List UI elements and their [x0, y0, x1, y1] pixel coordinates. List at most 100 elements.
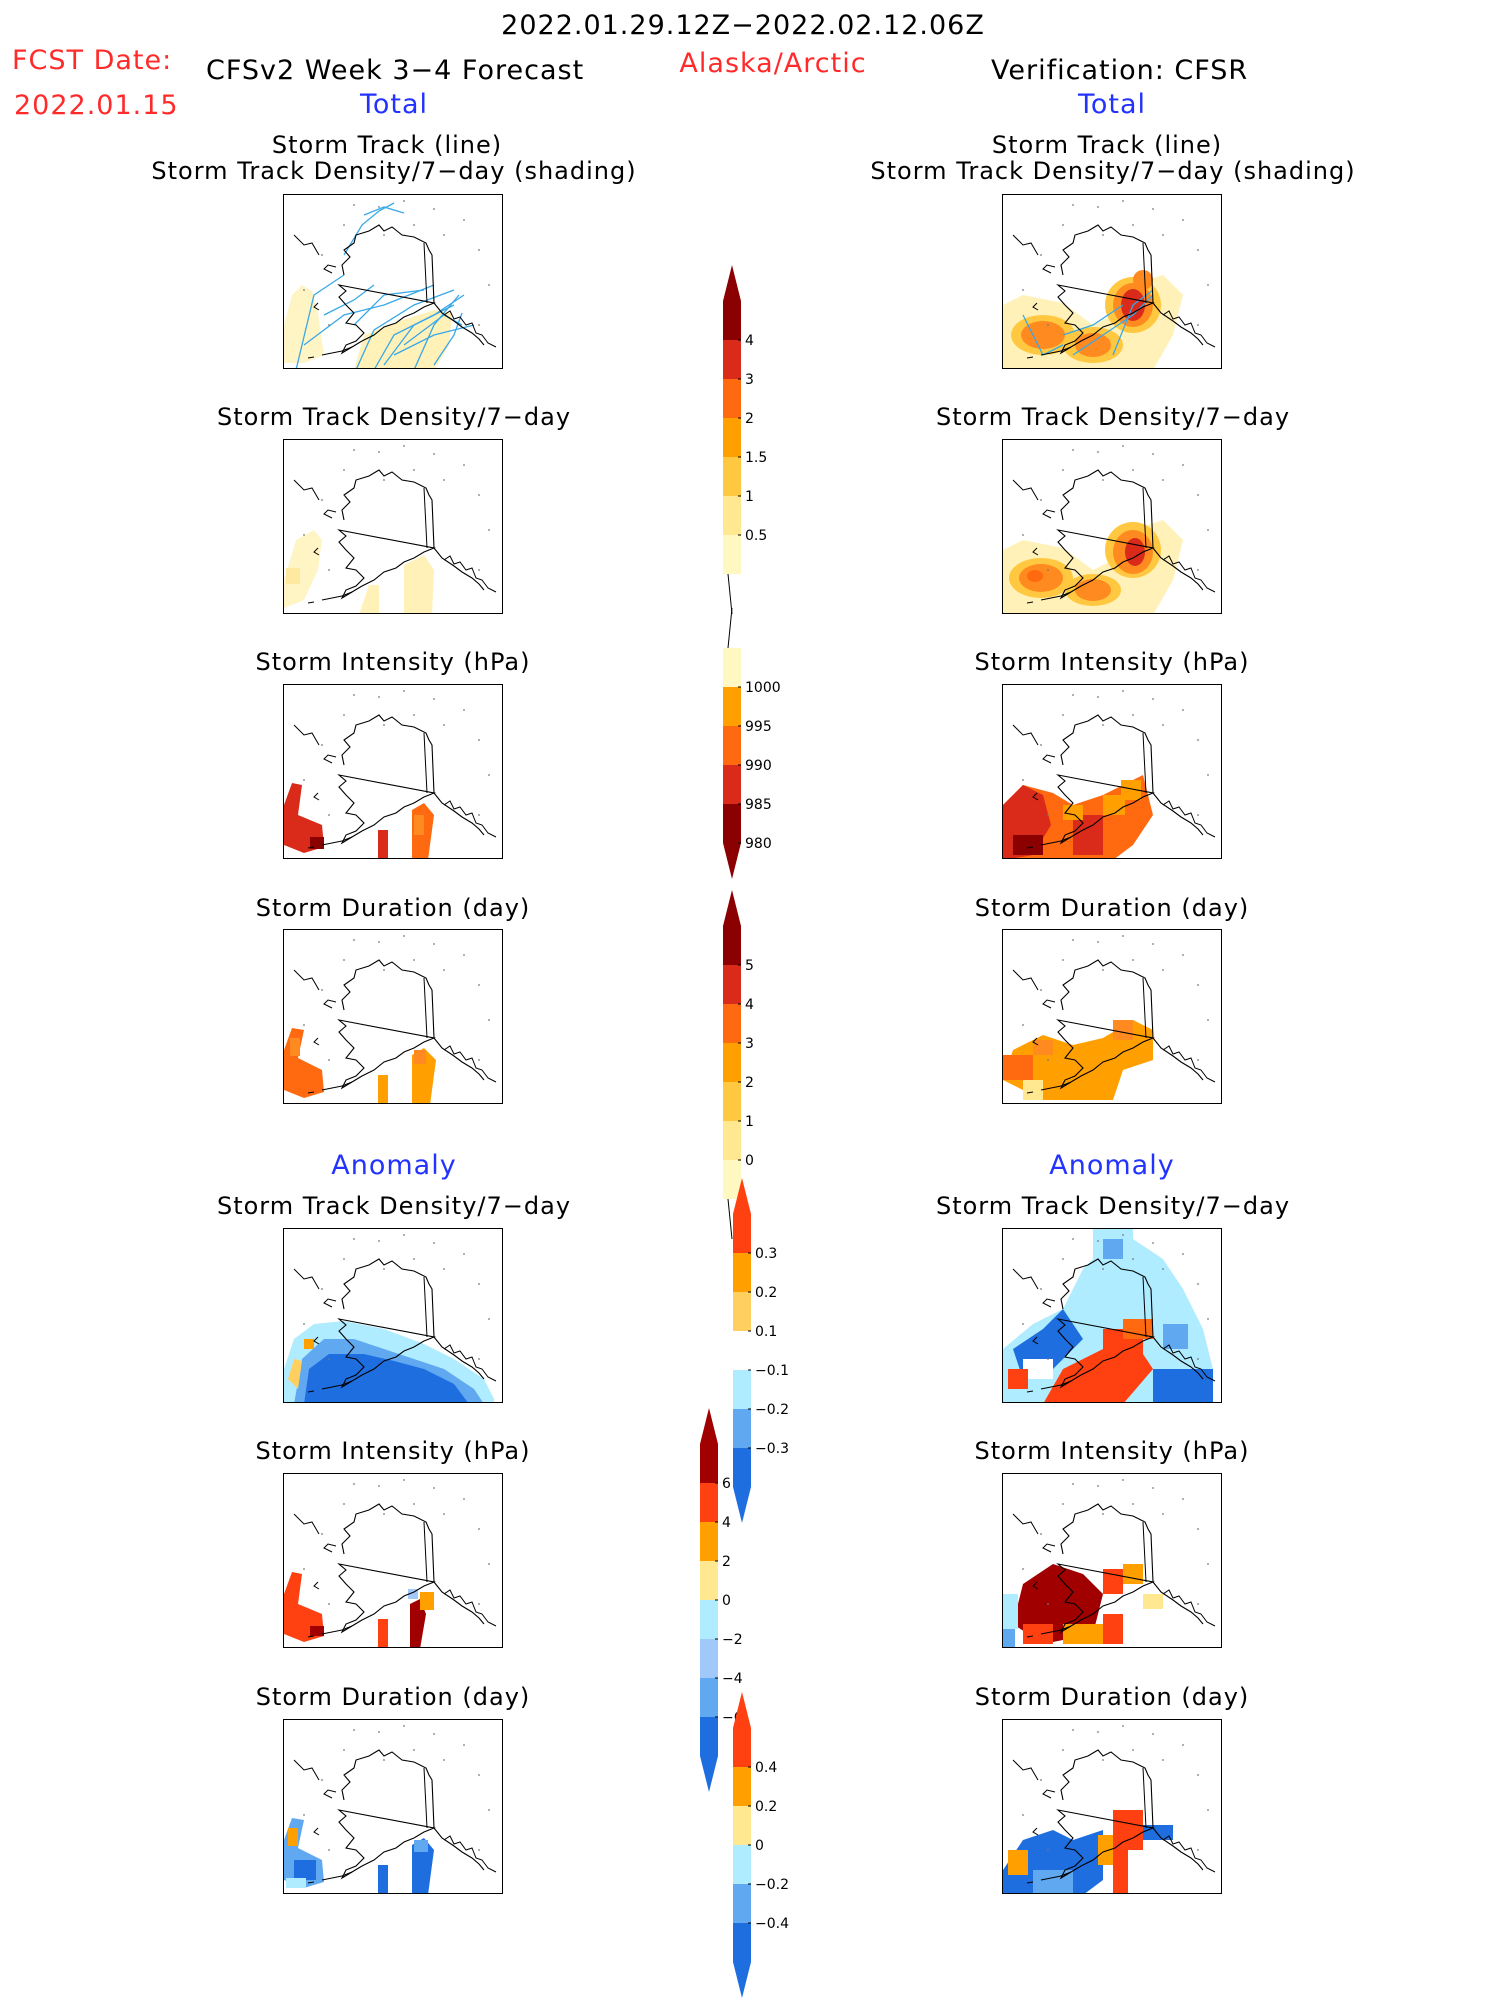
region-title: Alaska/Arctic: [679, 48, 867, 79]
right-panel6-title: Storm Intensity (hPa): [974, 1437, 1250, 1465]
field-layer: [284, 1028, 436, 1103]
colorbar-swatch: [723, 496, 741, 535]
colorbar-swatch: [700, 1678, 718, 1717]
colorbar-tick-label: 4: [722, 1515, 731, 1531]
verification-total-label: Total: [1077, 89, 1147, 120]
colorbar-swatch: [723, 340, 741, 379]
colorbar-swatches: [723, 265, 741, 615]
colorbar-swatch: [700, 1483, 718, 1522]
colorbar-tick-label: 1: [745, 489, 754, 505]
field-layer: [1003, 1810, 1173, 1893]
right-panel7-title: Storm Duration (day): [974, 1683, 1250, 1711]
colorbar-swatch: [723, 648, 741, 687]
left-panel6-title: Storm Intensity (hPa): [255, 1437, 531, 1465]
colorbar-swatch: [723, 1121, 741, 1160]
colorbar-swatch: [733, 1292, 751, 1331]
colorbar-tick-label: 0: [755, 1838, 764, 1854]
colorbar-tick-label: 1.5: [745, 450, 767, 466]
colorbar-swatch: [700, 1561, 718, 1600]
model-title: CFSv2 Week 3−4 Forecast: [206, 55, 585, 86]
colorbar-swatch: [723, 804, 741, 879]
coastline-layer: [1012, 1234, 1216, 1393]
density-anomaly-colorbar: 0.3 0.2 0.1 −0.1 −0.2 −0.3: [733, 1178, 811, 1527]
colorbar-tick-label: 0.5: [745, 528, 767, 544]
colorbar-tick-label: −0.2: [755, 1877, 789, 1893]
verification-title: Verification: CFSR: [991, 55, 1249, 86]
field-layer: [1003, 775, 1153, 858]
verification-storm-track-map: [1002, 194, 1222, 369]
colorbar-swatch: [700, 1408, 718, 1483]
field-layer: [1003, 1564, 1163, 1647]
forecast-intensity-map: [283, 684, 503, 859]
left-panel1-title-b: Storm Track Density/7−day (shading): [151, 157, 637, 185]
colorbar-ticks: 0.3 0.2 0.1 −0.1 −0.2 −0.3: [748, 1246, 789, 1457]
field-layer: [1003, 1020, 1153, 1100]
colorbar-swatch: [723, 265, 741, 340]
right-panel4-title: Storm Duration (day): [974, 894, 1250, 922]
colorbar-tick-label: 1000: [745, 680, 781, 696]
colorbar-swatch: [733, 1692, 751, 1767]
colorbar-tick-label: 2: [722, 1554, 731, 1570]
coastline-layer: [293, 200, 497, 359]
field-layer: [284, 783, 434, 858]
coastline-layer: [293, 1234, 497, 1393]
colorbar-tick-label: 3: [745, 1036, 754, 1052]
colorbar-swatch: [733, 1884, 751, 1923]
field-layer: [1003, 1229, 1213, 1402]
colorbar-tick-label: −4: [722, 1671, 743, 1687]
colorbar-swatch: [733, 1767, 751, 1806]
fcst-date-value: 2022.01.15: [14, 90, 179, 121]
coastline-layer: [293, 690, 497, 849]
verification-intensity-map: [1002, 684, 1222, 859]
right-panel5-title: Storm Track Density/7−day: [935, 1192, 1291, 1220]
intensity-anomaly-colorbar: 6 4 2 0 −2 −4 −6: [700, 1408, 778, 1796]
left-panel3-title: Storm Intensity (hPa): [255, 648, 531, 676]
colorbar-swatches: [700, 1408, 718, 1792]
colorbar-swatch: [723, 535, 741, 574]
colorbar-swatch: [733, 1253, 751, 1292]
forecast-storm-track-map: [283, 194, 503, 369]
coastline-layer: [1012, 690, 1216, 849]
colorbar-swatch: [723, 1160, 741, 1199]
duration-anomaly-colorbar: 0.4 0.2 0 −0.2 −0.4: [733, 1692, 811, 2002]
coastline-layer: [293, 935, 497, 1094]
colorbar-swatches: [723, 890, 741, 1240]
coastline-layer: [293, 1479, 497, 1638]
colorbar-tick-label: −0.3: [755, 1441, 789, 1457]
left-panel7-title: Storm Duration (day): [255, 1683, 531, 1711]
colorbar-ticks: 5 4 3 2 1 0: [738, 958, 754, 1169]
forecast-density-anomaly-map: [283, 1228, 503, 1403]
colorbar-tick-label: 2: [745, 1075, 754, 1091]
colorbar-tick-label: −0.4: [755, 1916, 789, 1932]
colorbar-tick-label: 0: [722, 1593, 731, 1609]
colorbar-swatch: [723, 418, 741, 457]
field-layer: [284, 1321, 494, 1402]
verification-anomaly-label: Anomaly: [1049, 1150, 1175, 1181]
fcst-date-label: FCST Date:: [12, 45, 173, 76]
left-panel2-title: Storm Track Density/7−day: [216, 403, 572, 431]
forecast-duration-map: [283, 929, 503, 1104]
colorbar-tick-label: 0.1: [755, 1324, 777, 1340]
colorbar-tick-label: 5: [745, 958, 754, 974]
colorbar-swatch: [733, 1448, 751, 1523]
verification-density-anomaly-map: [1002, 1228, 1222, 1403]
field-layer: [284, 530, 434, 613]
colorbar-swatch: [733, 1845, 751, 1884]
forecast-total-label: Total: [359, 89, 429, 120]
duration-total-colorbar: 5 4 3 2 1 0: [723, 890, 801, 1240]
forecast-intensity-anomaly-map: [283, 1473, 503, 1648]
intensity-total-colorbar: 1000 995 990 985 980: [723, 607, 801, 883]
forecast-duration-anomaly-map: [283, 1719, 503, 1894]
colorbar-swatch: [733, 1806, 751, 1845]
colorbar-swatch: [723, 687, 741, 726]
density-total-colorbar: 4 3 2 1.5 1 0.5: [723, 265, 801, 615]
colorbar-swatch: [723, 965, 741, 1004]
colorbar-swatch: [733, 1923, 751, 1998]
colorbar-swatch: [723, 765, 741, 804]
coastline-layer: [1012, 200, 1216, 359]
verification-duration-map: [1002, 929, 1222, 1104]
colorbar-tick-label: 6: [722, 1476, 731, 1492]
field-layer: [1003, 270, 1183, 368]
coastline-layer: [1012, 935, 1216, 1094]
